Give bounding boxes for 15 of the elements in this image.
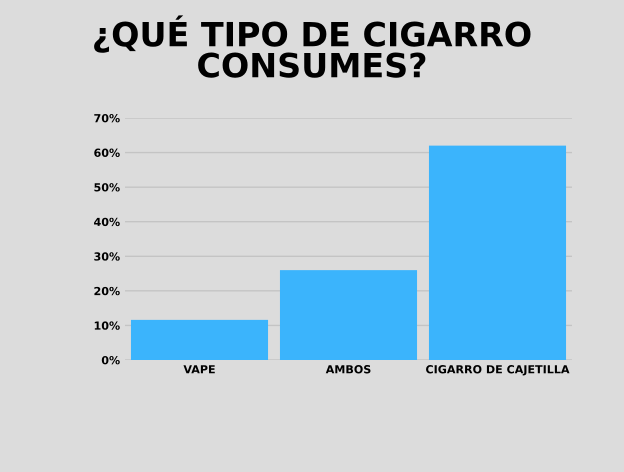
y-tick-label: 0% [102,356,120,364]
x-tick-label: CIGARRO DE CAJETILLA [426,365,570,376]
chart-title: ¿QUÉ TIPO DE CIGARRO CONSUMES? [94,15,530,78]
y-tick-label: 10% [94,321,120,330]
y-tick-label: 70% [94,114,120,122]
y-tick-label: 40% [94,218,120,226]
y-tick-label: 50% [94,183,120,192]
y-tick-label: 60% [94,148,120,157]
bar [280,270,418,360]
x-tick-label: AMBOS [326,365,370,374]
y-tick-label: 20% [94,286,120,296]
x-tick-label: VAPE [183,365,215,374]
bar [130,320,268,360]
bar [428,146,566,360]
y-tick-label: 30% [94,252,120,261]
